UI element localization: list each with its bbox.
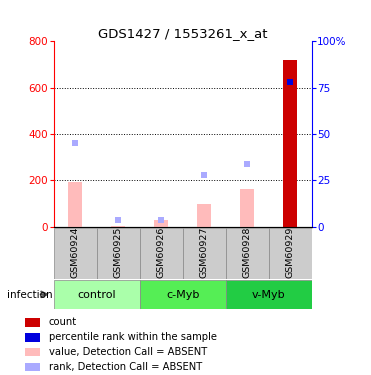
Bar: [54, 228, 97, 279]
Bar: [283, 60, 297, 227]
Bar: [197, 204, 211, 227]
Bar: [140, 228, 183, 279]
Bar: [111, 226, 125, 227]
Bar: [269, 228, 312, 279]
Text: infection: infection: [7, 290, 53, 300]
Text: control: control: [78, 290, 116, 300]
Text: value, Detection Call = ABSENT: value, Detection Call = ABSENT: [49, 347, 207, 357]
Text: GSM60929: GSM60929: [286, 227, 295, 278]
Bar: [140, 280, 226, 309]
Bar: [226, 228, 269, 279]
Bar: [183, 228, 226, 279]
Point: [158, 217, 164, 223]
Text: GSM60925: GSM60925: [114, 227, 123, 278]
Point: [287, 79, 293, 85]
Text: rank, Detection Call = ABSENT: rank, Detection Call = ABSENT: [49, 362, 202, 372]
Text: percentile rank within the sample: percentile rank within the sample: [49, 332, 217, 342]
Bar: [25, 333, 40, 342]
Bar: [25, 318, 40, 327]
Text: c-Myb: c-Myb: [166, 290, 199, 300]
Point: [244, 161, 250, 167]
Title: GDS1427 / 1553261_x_at: GDS1427 / 1553261_x_at: [98, 27, 267, 40]
Bar: [154, 220, 168, 227]
Bar: [226, 280, 312, 309]
Point: [72, 140, 78, 146]
Bar: [25, 363, 40, 371]
Text: GSM60926: GSM60926: [157, 227, 166, 278]
Text: GSM60927: GSM60927: [200, 227, 209, 278]
Text: v-Myb: v-Myb: [252, 290, 285, 300]
Bar: [25, 348, 40, 356]
Point: [115, 217, 121, 223]
Text: GSM60928: GSM60928: [243, 227, 252, 278]
Bar: [240, 189, 254, 227]
Text: count: count: [49, 317, 77, 327]
Bar: [54, 280, 140, 309]
Bar: [97, 228, 140, 279]
Point: [201, 172, 207, 178]
Text: GSM60924: GSM60924: [71, 227, 80, 278]
Bar: [68, 182, 82, 227]
